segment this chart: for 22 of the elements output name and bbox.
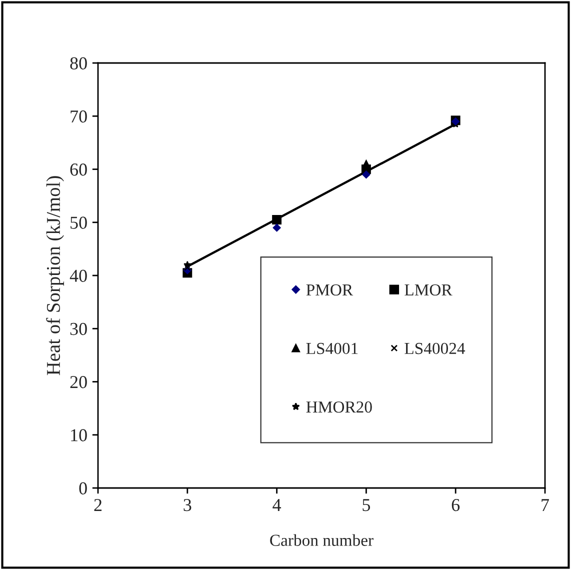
legend-label: PMOR	[306, 284, 354, 296]
y-tick-label: 70	[70, 110, 87, 123]
y-tick-label: 30	[70, 322, 87, 336]
x-tick-label: 2	[94, 498, 102, 511]
y-tick-label: 80	[70, 57, 87, 70]
x-tick-label: 5	[362, 499, 370, 512]
legend-label: LMOR	[404, 284, 452, 296]
legend-label: LS4001	[306, 342, 358, 354]
x-tick-label: 3	[184, 498, 192, 512]
y-tick-label: 50	[70, 216, 87, 229]
legend-label: LS40024	[404, 342, 466, 354]
x-tick-label: 6	[452, 498, 460, 512]
x-tick-label: 7	[542, 499, 549, 511]
y-tick-label: 0	[79, 482, 87, 494]
x-tick-label: 4	[272, 499, 282, 511]
y-tick-label: 40	[70, 270, 87, 282]
y-tick-label: 20	[70, 376, 87, 388]
y-tick-label: 60	[70, 164, 87, 176]
y-tick-label: 10	[71, 429, 87, 442]
x-axis-title: Carbon number	[270, 534, 374, 546]
y-axis-title: Heat of Sorption (kJ/mol)	[46, 176, 64, 376]
legend-label: HMOR20	[306, 401, 372, 413]
